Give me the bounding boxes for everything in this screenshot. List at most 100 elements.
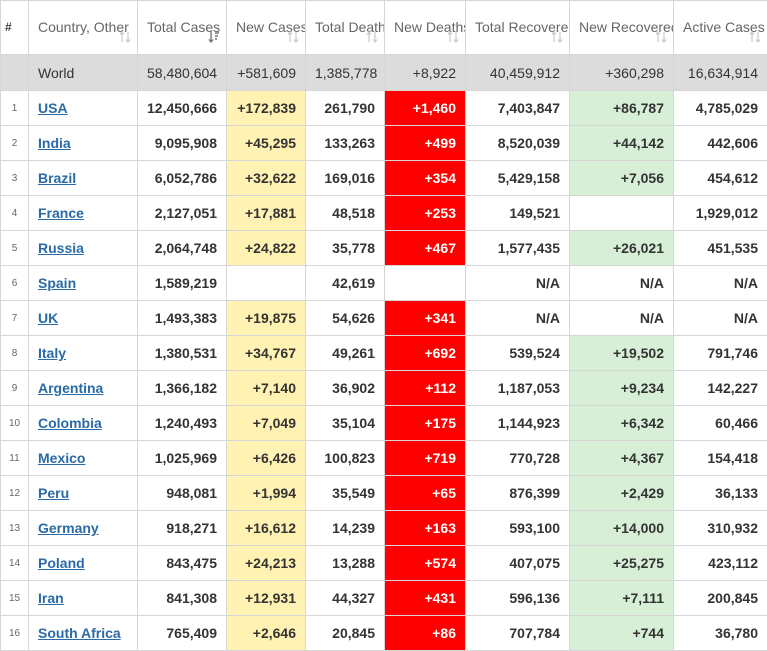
column-header-total-recovered[interactable]: Total Recovered: [466, 1, 570, 55]
world-total-cases-cell: 58,480,604: [138, 55, 227, 91]
new-cases-cell: +12,931: [227, 581, 306, 616]
column-header-total-deaths[interactable]: Total Deaths: [306, 1, 385, 55]
new-deaths-cell: +692: [385, 336, 466, 371]
rank-cell: 16: [1, 616, 29, 651]
new-deaths-cell: +175: [385, 406, 466, 441]
new-deaths-cell: +431: [385, 581, 466, 616]
active-cases-cell: 310,932: [674, 511, 767, 546]
world-new-cases-cell: +581,609: [227, 55, 306, 91]
column-header-new-deaths[interactable]: New Deaths: [385, 1, 466, 55]
total-cases-cell: 1,240,493: [138, 406, 227, 441]
active-cases-cell: 36,780: [674, 616, 767, 651]
country-link[interactable]: Peru: [38, 485, 69, 501]
sort-icon[interactable]: [447, 30, 459, 44]
country-link[interactable]: Argentina: [38, 380, 103, 396]
new-recovered-cell: +2,429: [570, 476, 674, 511]
total-recovered-cell: 8,520,039: [466, 126, 570, 161]
world-total-recovered-cell: 40,459,912: [466, 55, 570, 91]
total-deaths-cell: 44,327: [306, 581, 385, 616]
total-cases-cell: 843,475: [138, 546, 227, 581]
sort-icon[interactable]: [551, 30, 563, 44]
country-link[interactable]: Poland: [38, 555, 85, 571]
world-new-deaths-cell: +8,922: [385, 55, 466, 91]
column-header-label: #: [5, 19, 24, 36]
total-deaths-cell: 20,845: [306, 616, 385, 651]
new-cases-cell: +24,822: [227, 231, 306, 266]
country-cell: Mexico: [29, 441, 138, 476]
country-link[interactable]: France: [38, 205, 84, 221]
total-cases-cell: 2,127,051: [138, 196, 227, 231]
country-cell: Peru: [29, 476, 138, 511]
total-deaths-cell: 35,549: [306, 476, 385, 511]
rank-cell: 7: [1, 301, 29, 336]
total-recovered-cell: 7,403,847: [466, 91, 570, 126]
new-cases-cell: +172,839: [227, 91, 306, 126]
total-cases-cell: 1,380,531: [138, 336, 227, 371]
country-cell: USA: [29, 91, 138, 126]
country-link[interactable]: Colombia: [38, 415, 102, 431]
column-header-label: New Recovered: [579, 19, 664, 36]
country-link[interactable]: UK: [38, 310, 58, 326]
world-new-recovered-cell: +360,298: [570, 55, 674, 91]
total-recovered-cell: 1,577,435: [466, 231, 570, 266]
total-cases-cell: 9,095,908: [138, 126, 227, 161]
sort-icon[interactable]: [366, 30, 378, 44]
column-header-active-cases[interactable]: Active Cases: [674, 1, 767, 55]
rank-cell: 1: [1, 91, 29, 126]
active-cases-cell: 1,929,012: [674, 196, 767, 231]
country-link[interactable]: Russia: [38, 240, 84, 256]
new-recovered-cell: +6,342: [570, 406, 674, 441]
new-cases-cell: +32,622: [227, 161, 306, 196]
active-cases-cell: 454,612: [674, 161, 767, 196]
new-cases-cell: +16,612: [227, 511, 306, 546]
country-cell: India: [29, 126, 138, 161]
sort-icon[interactable]: [287, 30, 299, 44]
country-cell: Iran: [29, 581, 138, 616]
new-recovered-cell: +26,021: [570, 231, 674, 266]
total-cases-cell: 1,025,969: [138, 441, 227, 476]
sort-desc-icon[interactable]: [208, 30, 220, 44]
sort-icon[interactable]: [119, 30, 131, 44]
country-link[interactable]: Iran: [38, 590, 64, 606]
country-cell: Germany: [29, 511, 138, 546]
country-link[interactable]: South Africa: [38, 625, 121, 641]
column-header-label: Active Cases: [683, 19, 758, 36]
total-cases-cell: 1,493,383: [138, 301, 227, 336]
country-link[interactable]: India: [38, 135, 71, 151]
total-recovered-cell: 1,144,923: [466, 406, 570, 441]
sort-icon[interactable]: [655, 30, 667, 44]
new-deaths-cell: +86: [385, 616, 466, 651]
country-cell: South Africa: [29, 616, 138, 651]
column-header-label: Total Recovered: [475, 19, 560, 36]
column-header-new-cases[interactable]: New Cases: [227, 1, 306, 55]
column-header-total-cases[interactable]: Total Cases: [138, 1, 227, 55]
total-deaths-cell: 35,778: [306, 231, 385, 266]
total-cases-cell: 2,064,748: [138, 231, 227, 266]
active-cases-cell: 142,227: [674, 371, 767, 406]
country-link[interactable]: USA: [38, 100, 68, 116]
rank-cell: 9: [1, 371, 29, 406]
active-cases-cell: 423,112: [674, 546, 767, 581]
column-header-new-recovered[interactable]: New Recovered: [570, 1, 674, 55]
country-link[interactable]: Brazil: [38, 170, 76, 186]
country-link[interactable]: Mexico: [38, 450, 85, 466]
new-recovered-cell: N/A: [570, 266, 674, 301]
country-cell: Russia: [29, 231, 138, 266]
world-active-cases-cell: 16,634,914: [674, 55, 767, 91]
new-recovered-cell: +86,787: [570, 91, 674, 126]
world-row: World 58,480,604 +581,609 1,385,778 +8,9…: [1, 55, 767, 91]
country-link[interactable]: Germany: [38, 520, 99, 536]
rank-cell: 11: [1, 441, 29, 476]
column-header-country[interactable]: Country, Other: [29, 1, 138, 55]
rank-cell: 15: [1, 581, 29, 616]
country-link[interactable]: Spain: [38, 275, 76, 291]
active-cases-cell: 451,535: [674, 231, 767, 266]
sort-icon[interactable]: [749, 30, 761, 44]
country-link[interactable]: Italy: [38, 345, 66, 361]
